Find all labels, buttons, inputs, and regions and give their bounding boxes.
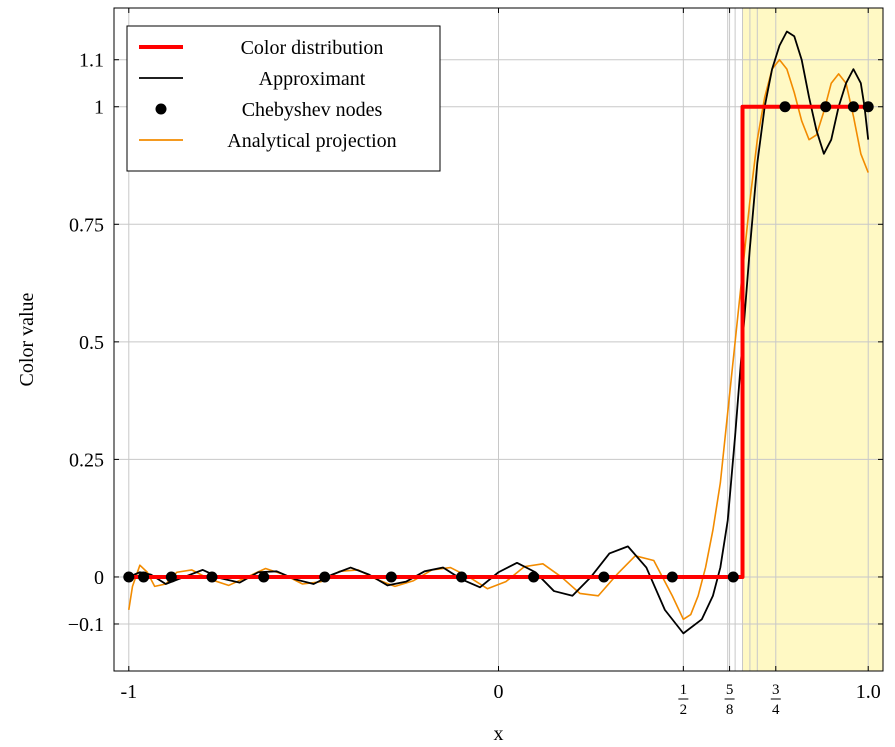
y-tick-label: 0.75 [69,214,104,236]
color-distribution-line [128,104,869,579]
y-tick-label: 0 [94,567,104,589]
y-tick-label: 1 [94,97,104,119]
chebyshev-node-point [206,571,218,583]
y-tick-label: 0.5 [79,332,104,354]
chebyshev-node-point [456,571,468,583]
legend-box [126,25,441,172]
y-axis-label: Color value [16,292,38,386]
x-tick-label-denominator: 8 [726,702,734,718]
chebyshev-node-point [727,571,739,583]
series-layer [123,30,874,635]
legend-label: Analytical projection [227,130,396,152]
chebyshev-node-point [598,571,610,583]
chebyshev-node-point [862,101,874,113]
y-tick-label: −0.1 [68,614,104,636]
x-tick-label: 1.0 [856,681,881,703]
x-tick-label: -1 [120,681,137,703]
x-tick-label-numerator: 3 [772,682,780,698]
y-tick-label: 1.1 [79,50,104,72]
highlight-region-layer [742,8,883,671]
legend: Color distribution Approximant Chebyshev n… [126,25,441,172]
x-tick-label: 0 [494,681,504,703]
chebyshev-node-point [258,571,270,583]
legend-label: Chebyshev nodes [242,99,383,121]
x-tick-label-denominator: 4 [772,702,780,718]
x-tick-label-numerator: 1 [680,682,688,698]
chebyshev-node-point [165,571,177,583]
legend-marker-chebyshev-nodes [155,103,167,115]
chebyshev-node-point [138,571,150,583]
approximant-line [128,30,870,635]
x-axis-label: x [494,723,504,745]
highlight-region [742,8,883,671]
x-tick-label-numerator: 5 [726,682,734,698]
chebyshev-node-point [820,101,832,113]
x-tick-label-denominator: 2 [680,702,688,718]
chebyshev-node-point [319,571,331,583]
chebyshev-node-point [666,571,678,583]
y-tick-label: 0.25 [69,449,104,471]
tick-label-layer: -1 0 1 2 5 8 3 4 1.0 −0.1 0 0.25 0.5 0.75 1 1.1 [68,8,883,718]
legend-label: Approximant [259,68,366,90]
chebyshev-node-point [779,101,791,113]
chebyshev-node-point [123,571,135,583]
chebyshev-node-point [385,571,397,583]
chebyshev-node-point [847,101,859,113]
chebyshev-node-point [528,571,540,583]
legend-label: Color distribution [241,37,384,59]
